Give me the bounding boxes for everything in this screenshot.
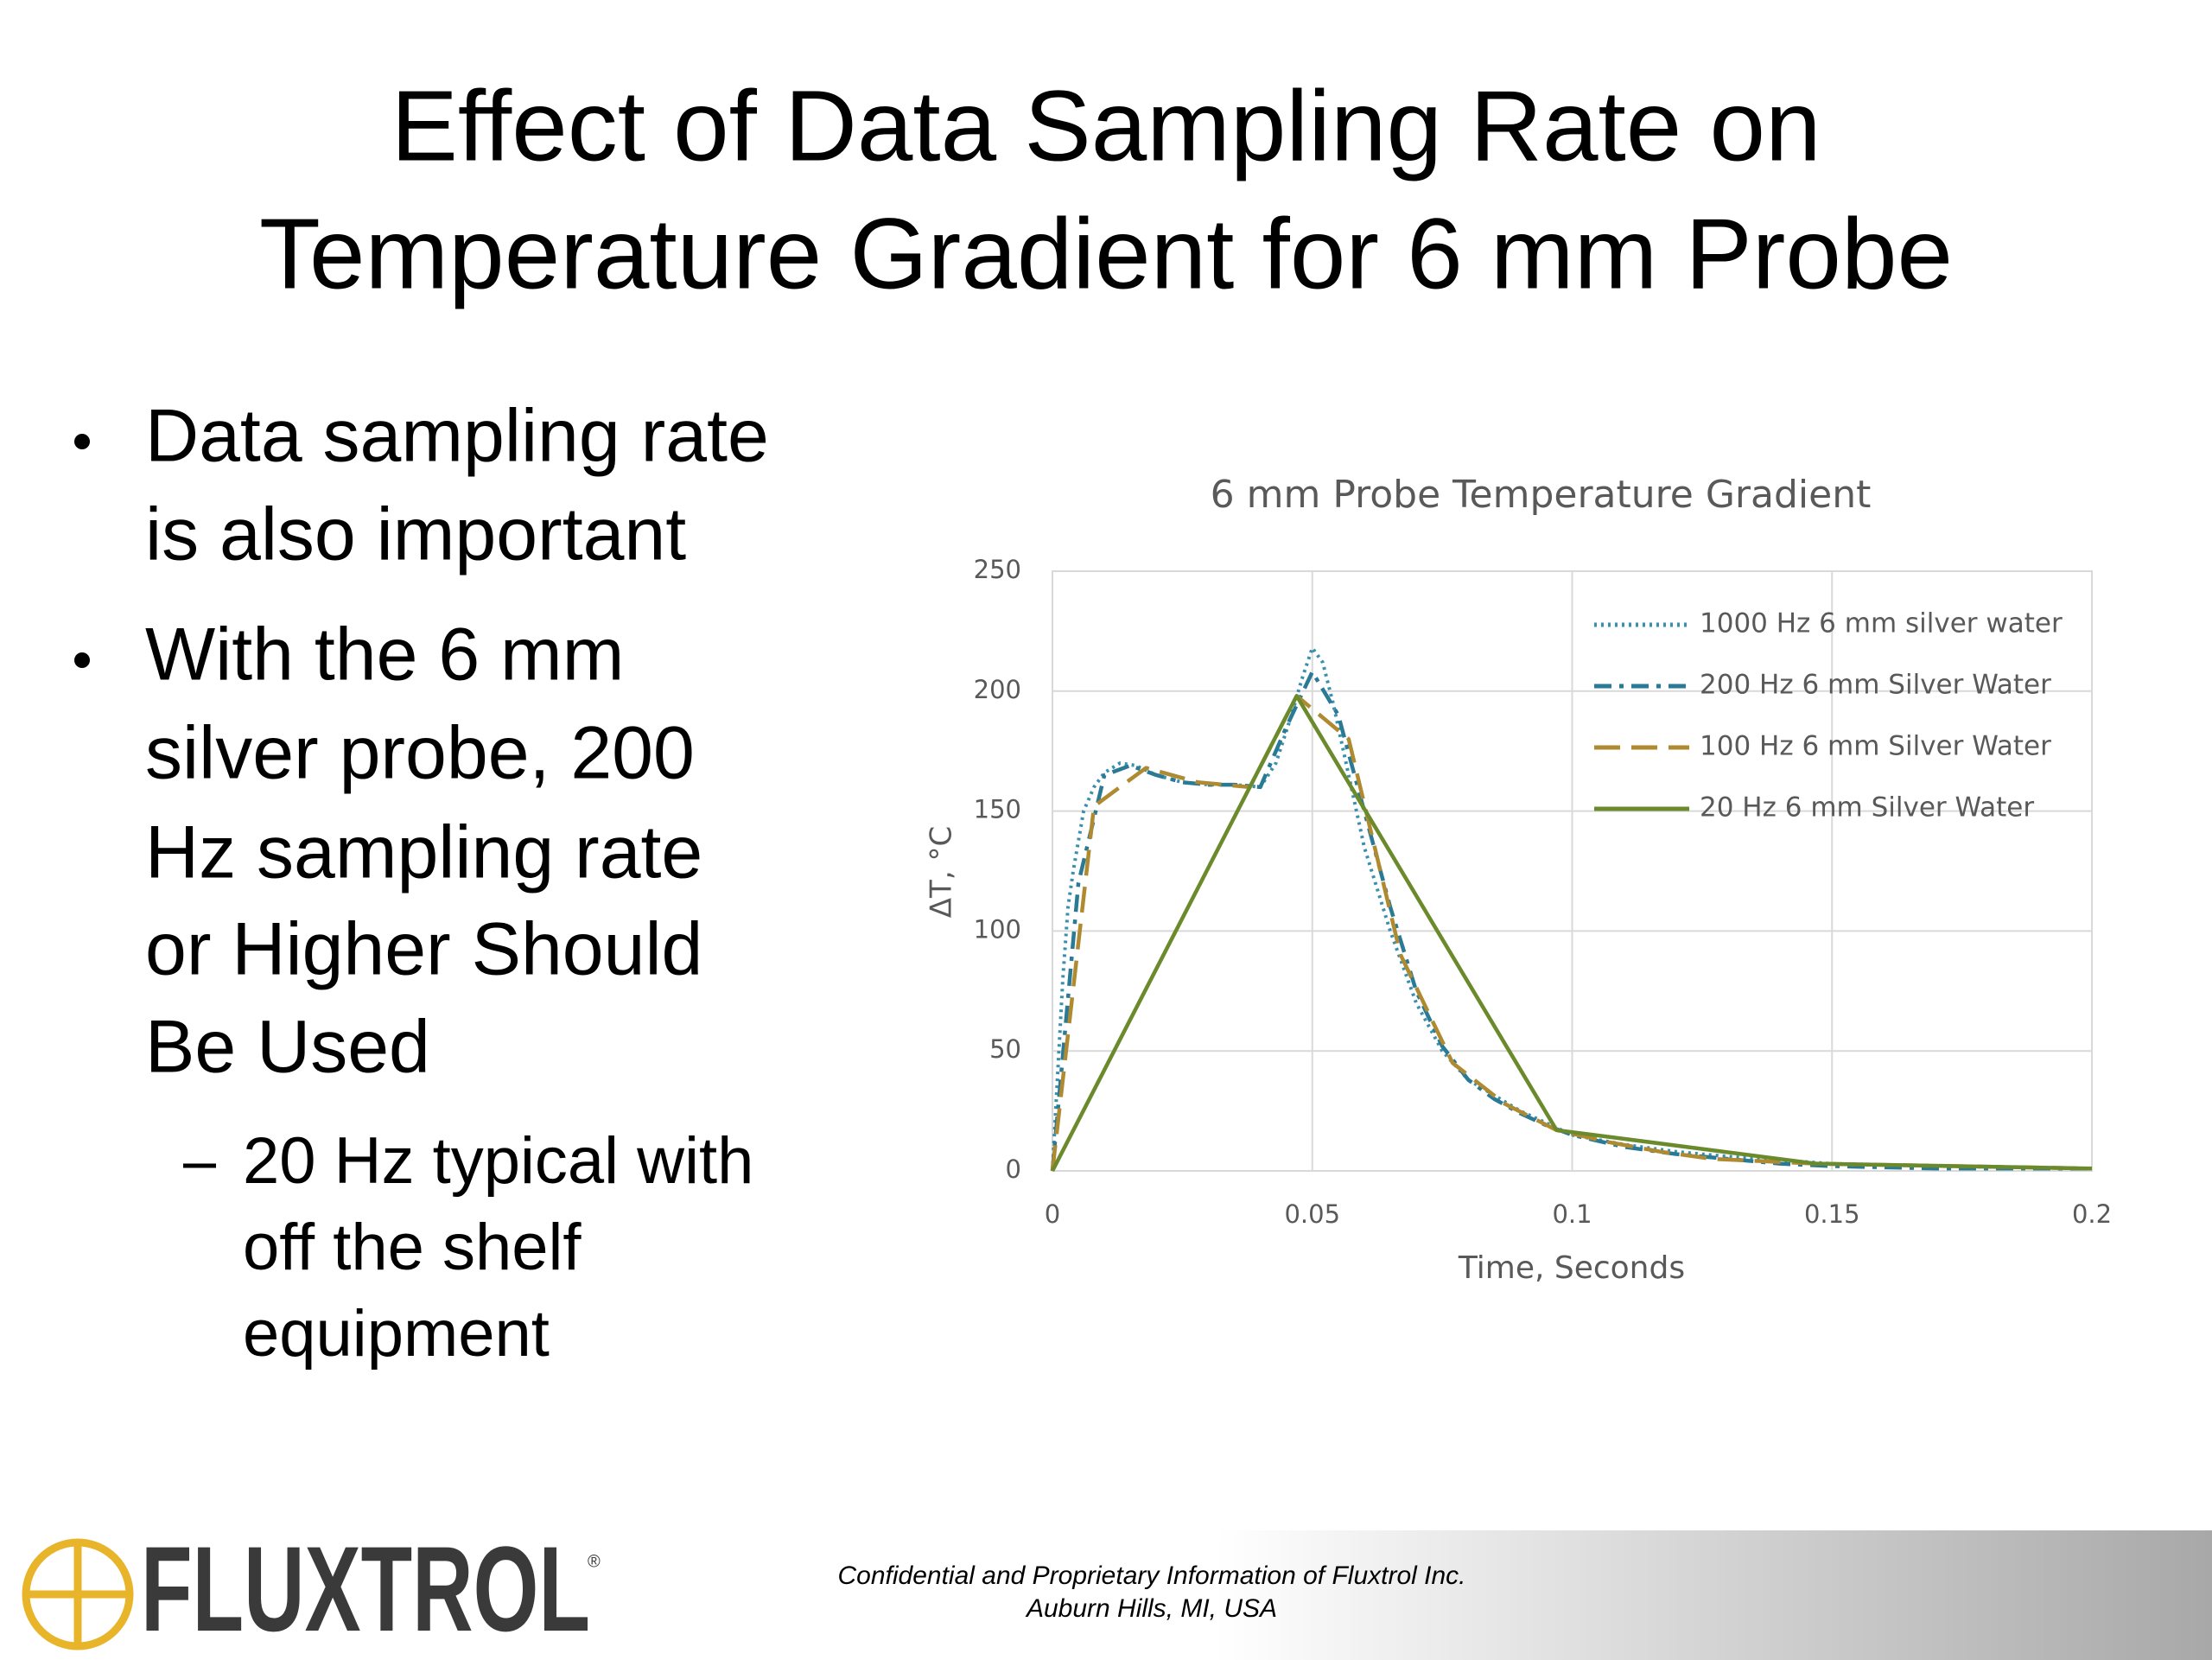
bullet-text: or Higher Should: [145, 908, 702, 991]
sub-bullet-text: 20 Hz typical with: [243, 1124, 753, 1198]
x-tick-label: 0.15: [1804, 1199, 1860, 1229]
bullet-dot: [74, 652, 90, 668]
bullets: Data sampling rate is also important With …: [74, 395, 769, 1371]
footer-band: [0, 1530, 2212, 1660]
legend-label: 20 Hz 6 mm Silver Water: [1700, 792, 2034, 824]
y-tick-label: 50: [989, 1034, 1021, 1064]
y-tick-label: 150: [974, 795, 1021, 824]
legend-label: 100 Hz 6 mm Silver Water: [1700, 731, 2051, 762]
logo-symbol: [22, 1538, 134, 1650]
x-tick-label: 0.1: [1552, 1199, 1592, 1229]
bullet-text: Be Used: [145, 1006, 430, 1089]
bullet-text: Data sampling rate: [145, 395, 769, 478]
series-line: [1050, 694, 2093, 1173]
slide-title: Effect of Data Sampling Rate on: [391, 70, 1821, 182]
x-tick-label: 0.05: [1284, 1199, 1340, 1229]
sub-bullet-text: equipment: [243, 1297, 550, 1371]
x-axis-title: Time, Seconds: [1458, 1250, 1685, 1286]
bullet-text: is also important: [145, 493, 686, 576]
footer-line: Auburn Hills, MI, USA: [1025, 1594, 1277, 1623]
y-tick-label: 250: [974, 555, 1021, 584]
logo-registered: ®: [588, 1552, 601, 1571]
chart-title: 6 mm Probe Temperature Gradient: [1211, 473, 1872, 517]
sub-bullet-text: off the shelf: [243, 1211, 582, 1284]
series-line: [1050, 694, 2093, 1172]
logo-text: FLUXTROL: [141, 1521, 590, 1657]
bullet-text: With the 6 mm: [145, 614, 624, 696]
footer-line: Confidential and Proprietary Information…: [837, 1561, 1465, 1590]
y-tick-label: 0: [1006, 1154, 1021, 1184]
bullet-text: Hz sampling rate: [145, 811, 702, 894]
x-tick-label: 0: [1045, 1199, 1060, 1229]
legend-label: 200 Hz 6 mm Silver Water: [1700, 670, 2051, 701]
y-tick-label: 200: [974, 675, 1021, 704]
slide-title: Temperature Gradient for 6 mm Probe: [259, 198, 1953, 310]
y-axis-title: ΔT, °C: [925, 826, 959, 918]
bullet-dot: [74, 434, 90, 449]
x-tick-label: 0.2: [2072, 1199, 2112, 1229]
bullet-text: silver probe, 200: [145, 712, 695, 795]
y-tick-label: 100: [974, 914, 1021, 944]
legend-label: 1000 Hz 6 mm silver water: [1700, 608, 2063, 639]
chart: 6 mm Probe Temperature Gradient 0 50 100 150…: [925, 473, 2113, 1286]
